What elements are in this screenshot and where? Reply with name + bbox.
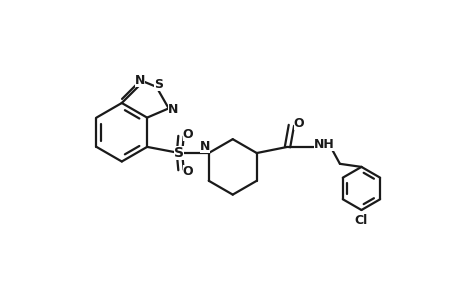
Text: N: N	[135, 74, 145, 87]
Text: N: N	[199, 140, 210, 153]
Text: Cl: Cl	[354, 214, 367, 227]
Text: S: S	[174, 146, 184, 160]
Text: S: S	[154, 78, 163, 91]
Text: O: O	[293, 117, 304, 130]
Text: N: N	[168, 103, 178, 116]
Text: O: O	[182, 128, 193, 141]
Text: O: O	[182, 165, 193, 178]
Text: NH: NH	[313, 138, 334, 151]
